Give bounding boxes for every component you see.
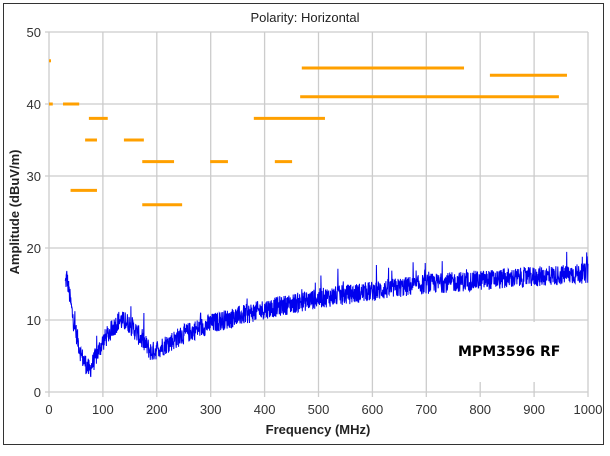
tick-labels: 0 100 200 300 400 500 600 700 800 900 1000 0 10 20 30 4…: [27, 25, 603, 417]
y-tick-label: 0: [34, 385, 41, 400]
x-axis-label: Frequency (MHz): [266, 422, 371, 437]
y-tick-label: 20: [27, 241, 41, 256]
y-tick-label: 10: [27, 313, 41, 328]
x-tick-label: 500: [308, 402, 330, 417]
y-tick-label: 30: [27, 169, 41, 184]
x-tick-label: 200: [146, 402, 168, 417]
y-axis-label: Amplitude (dBuV/m): [7, 150, 22, 275]
x-tick-label: 800: [469, 402, 491, 417]
y-tick-label: 40: [27, 97, 41, 112]
y-tick-label: 50: [27, 25, 41, 40]
annotation-label: MPM3596 RF: [458, 344, 561, 360]
x-tick-label: 700: [415, 402, 437, 417]
x-tick-label: 900: [523, 402, 545, 417]
x-tick-label: 100: [92, 402, 114, 417]
trace: [64, 251, 589, 378]
limit-lines: [49, 59, 567, 207]
chart-title: Polarity: Horizontal: [250, 10, 359, 25]
x-tick-label: 0: [45, 402, 52, 417]
x-tick-label: 400: [254, 402, 276, 417]
amplitude-trace: [64, 251, 589, 378]
chart-frame: [3, 3, 604, 445]
x-tick-label: 600: [362, 402, 384, 417]
x-tick-label: 300: [200, 402, 222, 417]
annotation-box: MPM3596 RF: [441, 322, 573, 382]
x-tick-label: 1000: [574, 402, 603, 417]
